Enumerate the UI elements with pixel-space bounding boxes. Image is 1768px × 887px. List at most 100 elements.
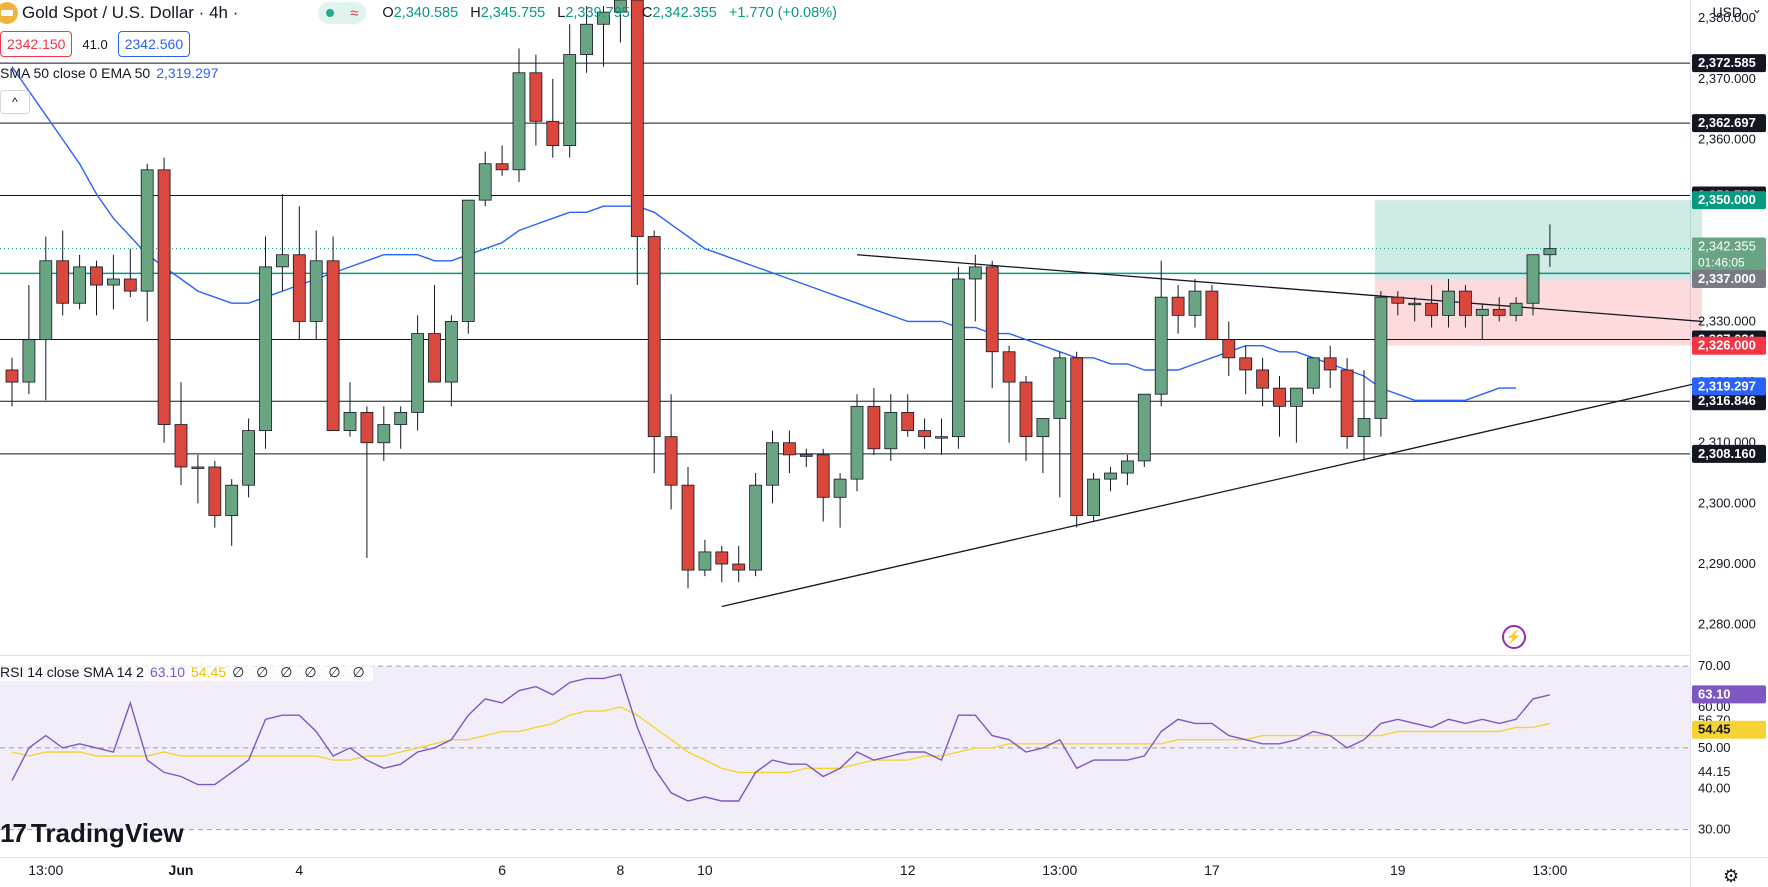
candle-body — [394, 412, 408, 425]
candle — [512, 48, 526, 182]
candle — [259, 236, 272, 449]
candle-body — [1475, 308, 1489, 316]
rsi-line — [11, 673, 1551, 802]
level-price-tag-bg — [1692, 392, 1766, 411]
candle — [1475, 303, 1489, 340]
candle — [1459, 285, 1472, 328]
candle-body — [512, 72, 526, 171]
current-price-tag-bg — [1692, 237, 1766, 272]
candle — [766, 430, 779, 504]
candle-body — [1509, 302, 1523, 316]
candle — [1188, 278, 1202, 328]
candle — [1019, 376, 1033, 461]
candle-body — [597, 11, 610, 25]
candle — [1374, 291, 1388, 437]
time-tick-label: 13:00 — [28, 862, 63, 878]
candle-body — [1442, 290, 1455, 316]
candle — [1171, 285, 1185, 334]
candle — [715, 545, 729, 583]
time-tick-label: 17 — [1204, 862, 1220, 878]
candle — [1239, 345, 1253, 395]
candle-body — [123, 278, 137, 292]
candle-body — [292, 254, 306, 322]
candle — [816, 448, 830, 522]
candle-body — [444, 321, 458, 383]
gear-icon[interactable]: ⚙ — [1723, 866, 1740, 886]
candle — [1205, 285, 1219, 341]
candle — [850, 394, 864, 492]
candle — [749, 473, 762, 577]
price-tick-label: 2,370.000 — [1698, 71, 1756, 86]
candle-body — [1087, 478, 1100, 516]
current-price-tag-text: 2,342.355 — [1698, 239, 1756, 254]
candle — [123, 248, 137, 298]
market-status-pill[interactable]: ≈ — [318, 2, 367, 24]
candle-body — [529, 72, 543, 122]
candle — [1391, 291, 1405, 316]
candle — [1070, 351, 1084, 528]
candle — [275, 194, 289, 292]
candle-body — [1340, 369, 1354, 438]
rsi-tick-label: 30.00 — [1698, 822, 1731, 837]
candle — [208, 460, 222, 528]
price-tag-text: 2,326.000 — [1698, 338, 1756, 353]
sell-price-button[interactable]: 2342.150 — [0, 31, 73, 57]
candle — [1273, 376, 1286, 437]
candle-body — [1256, 369, 1269, 389]
candle — [140, 163, 154, 322]
lightning-icon[interactable]: ⚡ — [1502, 625, 1526, 649]
candle-body — [495, 163, 509, 171]
time-tick-label: 6 — [498, 862, 506, 878]
candle — [597, 6, 610, 67]
candle-body — [952, 278, 965, 438]
candle — [1104, 466, 1117, 492]
candle — [292, 206, 306, 340]
candle-body — [1374, 296, 1388, 419]
candle — [73, 254, 86, 310]
candle-body — [1425, 302, 1438, 316]
rsi-level-label: 44.15 — [1698, 764, 1731, 779]
open-label: O — [382, 5, 394, 21]
sma-legend-label: SMA 50 close 0 EMA 50 — [0, 65, 151, 81]
chevron-down-icon[interactable]: ⌄ — [1751, 2, 1762, 16]
candle-body — [1053, 357, 1067, 419]
candle — [478, 151, 492, 207]
time-axis: 13:00 Jun 4 6 8 10 12 13:00 17 19 13:00 — [28, 862, 1567, 878]
price-tick-label: 2,330.000 — [1698, 313, 1756, 328]
candle-body — [563, 54, 577, 146]
candle — [90, 260, 103, 316]
candle-body — [647, 236, 661, 438]
candle — [884, 394, 898, 461]
price-tag: 2,350.000 — [1692, 191, 1766, 210]
candle — [647, 230, 661, 474]
rsi-sma-legend-value: 54.45 — [191, 664, 227, 680]
collapse-legend-button[interactable]: ^ — [0, 90, 30, 114]
candle-body — [546, 120, 560, 146]
candle-body — [1222, 339, 1236, 359]
level-price-tag-text: 2,372.585 — [1698, 55, 1756, 70]
sma-legend[interactable]: SMA 50 close 0 EMA 50 2,319.297 — [0, 65, 219, 81]
candle-body — [918, 430, 931, 438]
currency-selector[interactable]: USD — [1712, 4, 1742, 20]
candle-body — [766, 442, 779, 486]
candle-body — [1357, 418, 1371, 438]
spread-value: 41.0 — [82, 36, 108, 52]
rsi-legend-extra: ∅ ∅ ∅ ∅ ∅ ∅ — [232, 664, 369, 680]
change-value: +1.770 (+0.08%) — [728, 5, 837, 21]
candle-body — [935, 436, 948, 439]
candle-body — [225, 484, 239, 516]
level-price-tag: 2,372.585 — [1692, 54, 1766, 73]
candle-body — [1239, 357, 1253, 371]
candle — [411, 315, 425, 431]
symbol-title[interactable]: Gold Spot / U.S. Dollar · 4h · — [22, 3, 239, 22]
trendline — [721, 381, 1703, 608]
high-value: 2,345.755 — [480, 5, 546, 21]
candle-body — [1137, 393, 1151, 462]
buy-price-button[interactable]: 2342.560 — [117, 31, 191, 57]
candle — [1137, 393, 1151, 467]
price-tag-text: 2,350.000 — [1698, 192, 1756, 207]
rsi-legend[interactable]: RSI 14 close SMA 14 2 63.10 54.45 ∅ ∅ ∅ ∅ ∅… — [0, 664, 373, 681]
candle-body — [1188, 290, 1202, 316]
candle — [377, 406, 391, 461]
